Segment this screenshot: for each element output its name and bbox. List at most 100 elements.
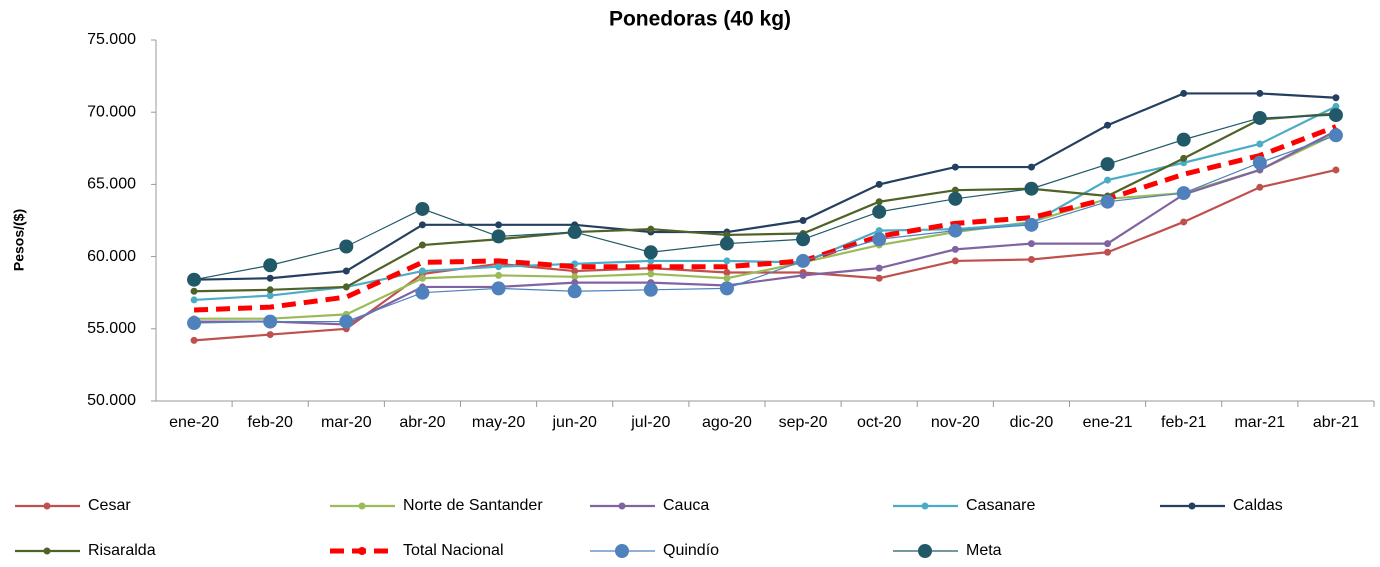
point	[723, 268, 731, 276]
point	[495, 263, 503, 271]
point	[951, 186, 959, 194]
x-tick-label: abr-20	[399, 414, 445, 431]
point	[418, 221, 426, 229]
x-tick-label: may-20	[472, 414, 525, 431]
point	[1256, 183, 1264, 191]
x-tick-label: sep-20	[779, 414, 828, 431]
point	[948, 191, 963, 206]
x-tick-label: mar-21	[1234, 414, 1285, 431]
point	[643, 245, 658, 260]
x-tick-label: feb-21	[1161, 414, 1206, 431]
y-tick-label: 75.000	[87, 31, 136, 48]
point	[339, 239, 354, 254]
x-tick-label: jul-20	[630, 414, 670, 431]
point	[491, 229, 506, 244]
point	[796, 253, 811, 268]
point	[723, 231, 731, 239]
legend-label: Casanare	[966, 497, 1035, 514]
point	[951, 257, 959, 265]
legend-label: Cesar	[88, 497, 131, 514]
point	[266, 331, 274, 339]
series-line	[193, 114, 1336, 281]
point	[571, 273, 579, 281]
series-line	[194, 129, 1337, 326]
point	[571, 267, 579, 275]
point	[1100, 157, 1115, 172]
series-line	[194, 134, 1337, 324]
x-tick-label: feb-20	[248, 414, 293, 431]
point	[875, 198, 883, 206]
legend-marker	[1188, 502, 1196, 510]
point	[643, 282, 658, 297]
legend-marker	[358, 502, 366, 510]
y-tick-label: 70.000	[87, 103, 136, 120]
point	[567, 225, 582, 240]
point	[1252, 110, 1267, 125]
point	[875, 274, 883, 282]
point	[491, 281, 506, 296]
point	[342, 283, 350, 291]
x-tick-label: ene-20	[169, 414, 219, 431]
legend-marker	[43, 547, 51, 555]
series-line	[194, 112, 1337, 293]
point	[1180, 154, 1188, 162]
point	[719, 281, 734, 296]
point	[723, 274, 731, 282]
point	[571, 279, 579, 287]
x-tick-label: dic-20	[1010, 414, 1054, 431]
point	[418, 241, 426, 249]
series-line	[193, 124, 1337, 313]
legend-label: Meta	[966, 542, 1002, 559]
legend-label: Cauca	[663, 497, 709, 514]
point	[567, 284, 582, 299]
legend-label: Caldas	[1233, 497, 1283, 514]
chart-title: Ponedoras (40 kg)	[609, 8, 791, 31]
point	[796, 232, 811, 247]
point	[799, 217, 807, 224]
point	[1024, 181, 1039, 196]
point	[875, 227, 883, 235]
point	[415, 285, 430, 300]
point	[872, 232, 887, 247]
point	[418, 274, 426, 282]
x-tick-label: oct-20	[857, 414, 902, 431]
series-line	[193, 168, 1337, 342]
point	[1176, 186, 1191, 201]
point	[719, 236, 734, 251]
legend-marker	[358, 547, 366, 555]
point	[190, 336, 198, 344]
y-axis-label: Pesos/($)	[11, 209, 27, 271]
point	[723, 257, 731, 265]
point	[799, 271, 807, 279]
point	[415, 201, 430, 216]
point	[1332, 166, 1340, 174]
x-tick-label: nov-20	[931, 414, 980, 431]
point	[266, 292, 274, 300]
legend-label: Norte de Santander	[403, 497, 543, 514]
point	[187, 272, 202, 287]
point	[875, 180, 883, 188]
y-tick-label: 60.000	[87, 248, 136, 265]
point	[1027, 255, 1035, 263]
x-tick-label: ago-20	[702, 414, 752, 431]
point	[342, 267, 350, 275]
x-tick-label: mar-20	[321, 414, 372, 431]
point	[1024, 217, 1039, 232]
point	[190, 296, 198, 304]
legend-marker	[615, 544, 629, 558]
point	[951, 163, 959, 171]
point	[1332, 94, 1340, 102]
point	[1100, 194, 1115, 209]
point	[1252, 155, 1267, 170]
point	[1104, 240, 1112, 248]
y-tick-label: 65.000	[87, 176, 136, 193]
series-line	[194, 132, 1337, 320]
point	[263, 314, 278, 329]
legend-label: Total Nacional	[403, 542, 504, 559]
point	[187, 316, 202, 331]
point	[190, 287, 198, 295]
point	[1256, 89, 1264, 97]
point	[647, 225, 655, 233]
point	[1176, 132, 1191, 147]
point	[1180, 89, 1188, 97]
